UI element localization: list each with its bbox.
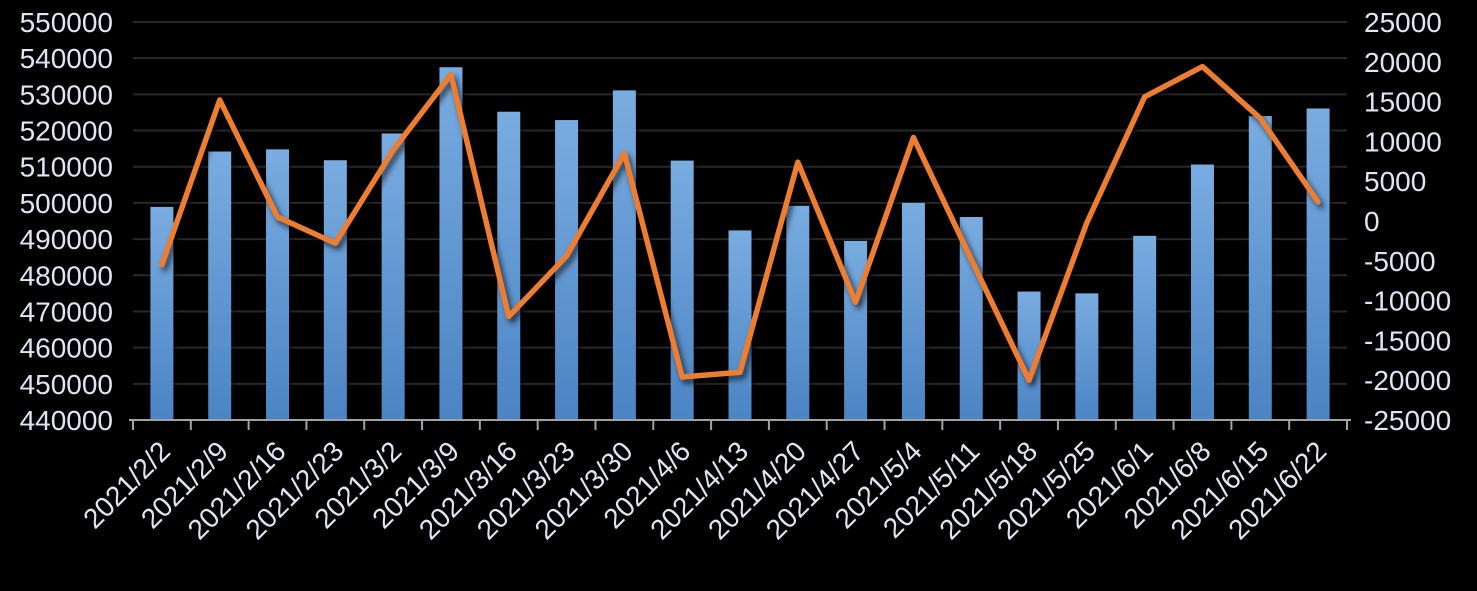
right-axis-tick-label: -5000 [1364, 246, 1436, 277]
left-axis-labels: 550000 540000 530000 520000 510000 500000 4900… [20, 7, 113, 436]
bar [1017, 291, 1041, 420]
right-axis-tick-label: 10000 [1364, 126, 1442, 157]
bar [844, 240, 868, 420]
bar [150, 206, 174, 420]
bar [555, 120, 579, 420]
bar [381, 133, 405, 420]
left-axis-tick-label: 540000 [20, 43, 113, 74]
bar [612, 90, 636, 420]
line-path [159, 63, 1321, 383]
x-axis [129, 419, 1351, 430]
right-axis-labels: 25000 20000 15000 10000 5000 0 -5000 -10000 -150… [1364, 7, 1451, 436]
bar [901, 202, 925, 420]
right-axis-tick-label: 5000 [1364, 166, 1426, 197]
left-axis-tick-label: 490000 [20, 224, 113, 255]
bar [1190, 164, 1214, 420]
left-axis-tick-label: 510000 [20, 152, 113, 183]
left-axis-tick-label: 460000 [20, 333, 113, 364]
left-axis-tick-label: 550000 [20, 7, 113, 38]
left-axis-tick-label: 520000 [20, 116, 113, 147]
bar [670, 160, 694, 421]
left-axis-tick-label: 480000 [20, 260, 113, 291]
bar [1248, 116, 1272, 420]
left-axis-tick-label: 470000 [20, 296, 113, 327]
right-axis-tick-label: 15000 [1364, 87, 1442, 118]
bar [497, 111, 521, 421]
bar-series [150, 67, 1330, 421]
bar [1306, 108, 1330, 420]
left-axis-tick-label: 450000 [20, 369, 113, 400]
right-axis-tick-label: -10000 [1364, 286, 1451, 317]
bar [208, 151, 232, 420]
bar [266, 149, 290, 421]
left-axis-tick-label: 500000 [20, 188, 113, 219]
line-series [159, 63, 1321, 383]
bar [1075, 293, 1099, 420]
bar [323, 160, 347, 420]
left-axis-tick-label: 440000 [20, 405, 113, 436]
right-axis-tick-label: 0 [1364, 206, 1380, 237]
left-axis-tick-label: 530000 [20, 79, 113, 110]
right-axis-tick-label: -25000 [1364, 405, 1451, 436]
bar [439, 67, 463, 421]
right-axis-tick-label: 20000 [1364, 47, 1442, 78]
right-axis-tick-label: -20000 [1364, 365, 1451, 396]
bar [728, 230, 752, 420]
x-axis-labels: 2021/2/22021/2/92021/2/162021/2/232021/3… [77, 435, 1332, 545]
right-axis-tick-label: -15000 [1364, 325, 1451, 356]
bar [1133, 235, 1157, 420]
right-axis-tick-label: 25000 [1364, 7, 1442, 38]
bar [786, 205, 810, 420]
